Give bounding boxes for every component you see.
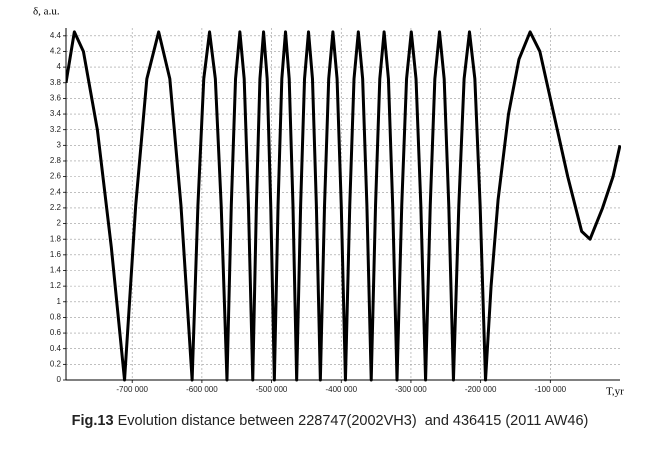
- y-tick-label: 2.2: [50, 203, 62, 212]
- y-tick-label: 1.8: [50, 234, 62, 243]
- x-tick-label: -500 000: [256, 385, 288, 394]
- caption: Fig.13 Evolution distance between 228747…: [72, 413, 589, 429]
- y-tick-label: 0.4: [50, 344, 62, 353]
- y-tick-label: 4.4: [50, 31, 62, 40]
- y-tick-label: 2.4: [50, 187, 62, 196]
- y-tick-label: 1.4: [50, 266, 62, 275]
- y-tick-label: 0.6: [50, 328, 62, 337]
- y-tick-label: 1: [57, 297, 62, 306]
- x-axis-label: T,yr: [606, 386, 624, 398]
- x-tick-label: -400 000: [325, 385, 357, 394]
- y-tick-label: 2: [57, 219, 62, 228]
- y-tick-label: 0.2: [50, 359, 62, 368]
- x-tick-label: -700 000: [116, 385, 148, 394]
- y-tick-label: 1.2: [50, 281, 62, 290]
- y-tick-label: 2.8: [50, 156, 62, 165]
- y-tick-label: 1.6: [50, 250, 62, 259]
- caption-text: Evolution distance between 228747(2002VH…: [114, 413, 589, 429]
- x-tick-label: -600 000: [186, 385, 218, 394]
- y-tick-label: 3.4: [50, 109, 62, 118]
- data-line: [66, 30, 621, 382]
- y-tick-label: 3.6: [50, 94, 62, 103]
- caption-label: Fig.13: [72, 413, 114, 429]
- y-tick-label: 3: [57, 140, 62, 149]
- y-tick-label: 3.8: [50, 78, 62, 87]
- x-tick-label: -200 000: [465, 385, 497, 394]
- y-tick-label: 4: [57, 62, 62, 71]
- x-tick-label: -300 000: [395, 385, 427, 394]
- y-tick-label: 0: [57, 375, 62, 384]
- y-tick-label: 3.2: [50, 125, 62, 134]
- y-axis-label: δ, a.u.: [33, 6, 60, 18]
- y-tick-label: 4.2: [50, 47, 62, 56]
- x-tick-label: -100 000: [535, 385, 567, 394]
- y-tick-label: 2.6: [50, 172, 62, 181]
- y-tick-label: 0.8: [50, 313, 62, 322]
